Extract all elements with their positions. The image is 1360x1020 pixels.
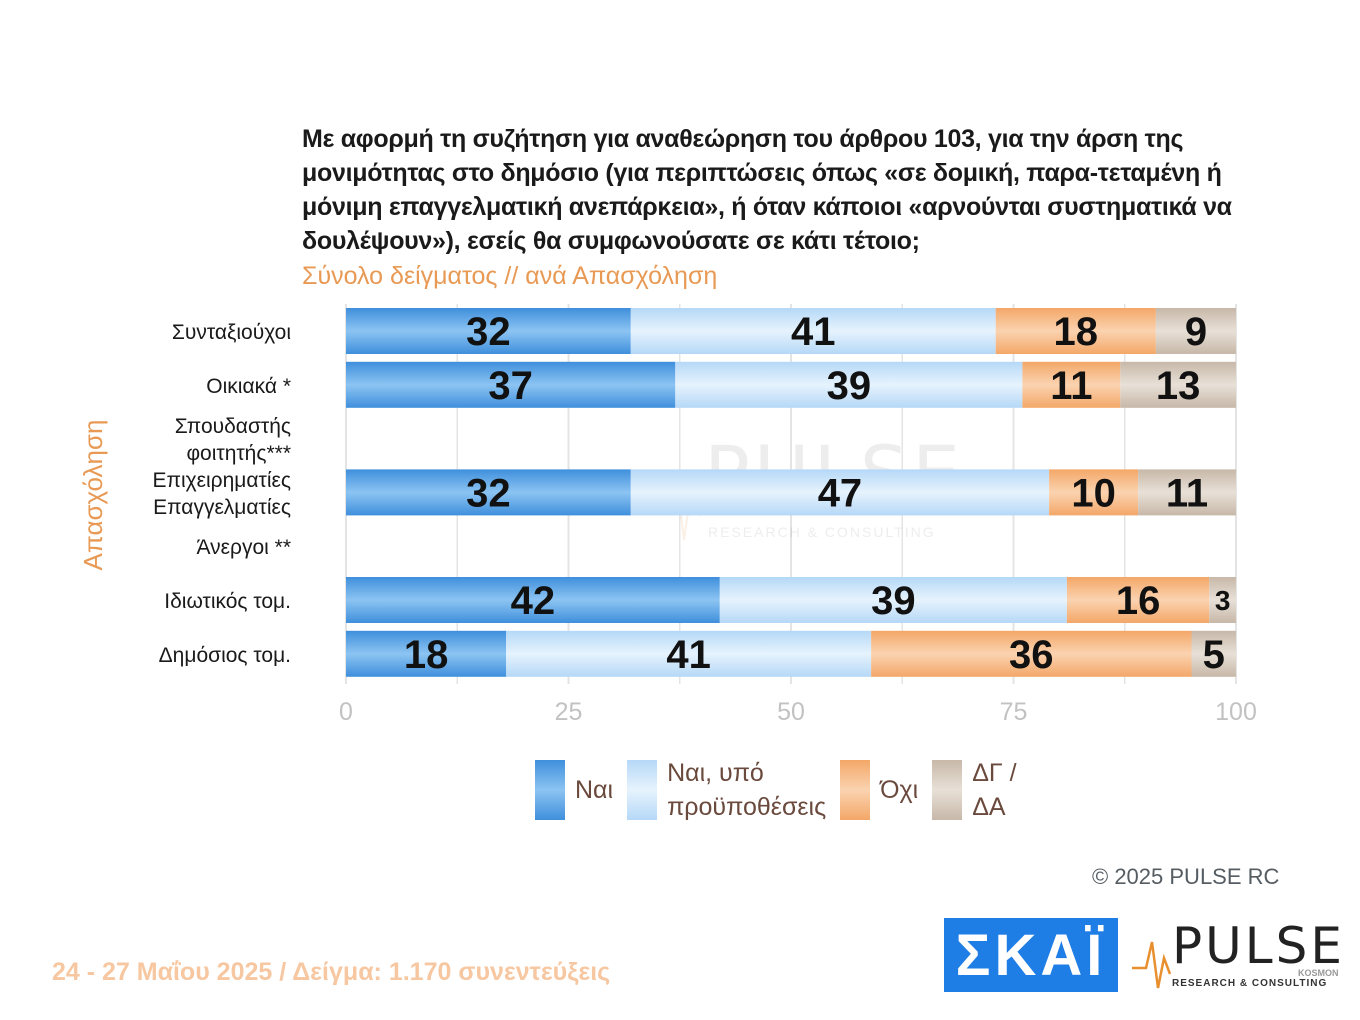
legend-swatch [627, 760, 658, 820]
pulse-logo-tagline: RESEARCH & CONSULTING [1172, 978, 1328, 989]
bar-value-label: 32 [466, 310, 511, 354]
bar-value-label: 41 [791, 310, 836, 354]
legend-label: Ναι [575, 776, 614, 804]
category-label: Επαγγελματίες [153, 496, 291, 519]
legend-label: Όχι [880, 776, 919, 804]
category-label: Άνεργοι ** [197, 536, 291, 559]
chart-bars [346, 308, 1236, 677]
bar-value-label: 11 [1050, 364, 1092, 408]
pulse-logo-kosmon: KOSMON [1298, 968, 1339, 978]
legend-item: ΔΓ / ΔΑ [932, 756, 1017, 824]
chart-value-labels: 32 41 18 9 37 39 11 13 32 47 10 11 42 39 16 3 18 41 36 5 [404, 310, 1231, 677]
bar-value-label: 41 [666, 633, 711, 677]
x-tick-label: 100 [1215, 698, 1257, 726]
bar-value-label: 18 [1054, 310, 1099, 354]
bar-segment [1155, 308, 1236, 354]
bar-value-label: 32 [466, 471, 511, 515]
bar-segment [675, 361, 1023, 408]
bar-value-label: 9 [1185, 310, 1207, 354]
x-tick-label: 25 [555, 698, 583, 726]
bar-value-label: 36 [1009, 633, 1054, 677]
category-label: Επιχειρηματίες [152, 469, 291, 492]
watermark-tagline: RESEARCH & CONSULTING [708, 524, 936, 540]
chart-subtitle: Σύνολο δείγματος // ανά Απασχόληση [302, 262, 718, 290]
bar-segment [1138, 469, 1236, 516]
bar-value-label: 13 [1156, 364, 1201, 408]
bar-segment [719, 577, 1067, 623]
bar-value-label: 18 [404, 633, 449, 677]
bar-value-label: 42 [511, 579, 556, 623]
pulse-logo: PULSE KOSMON RESEARCH & CONSULTING [1132, 918, 1342, 994]
bar-segment [346, 469, 631, 516]
category-label: φοιτητής*** [186, 442, 291, 465]
bar-segment [871, 630, 1192, 677]
chart-question-title: Με αφορμή τη συζήτηση για αναθεώρηση του… [302, 125, 1232, 255]
bar-segment [346, 308, 631, 354]
stacked-bar-chart: PULSE RESEARCH & CONSULTING 324118937391… [78, 304, 1257, 726]
bar-segment [630, 308, 996, 354]
legend-item: Ναι [535, 760, 613, 820]
x-tick-label: 75 [1000, 698, 1028, 726]
bar-segment [630, 469, 1050, 516]
category-label: Ιδιωτικός τομ. [164, 590, 291, 613]
bar-value-label: 3 [1215, 585, 1231, 616]
bar-segment [346, 577, 720, 623]
bar-segment [995, 308, 1156, 354]
bar-value-label: 11 [1166, 471, 1208, 515]
bar-segment [506, 630, 872, 677]
chart-x-tick-labels: 0 25 50 75 100 [339, 698, 1257, 726]
legend-item: Όχι [840, 760, 918, 820]
bar-segment [1022, 361, 1121, 408]
x-tick-label: 50 [777, 698, 805, 726]
bar-value-label: 10 [1071, 471, 1116, 515]
legend-label: ΔΓ / ΔΑ [972, 759, 1017, 821]
bar-value-label: 37 [488, 364, 533, 408]
category-label: Συνταξιούχοι [172, 321, 291, 344]
bar-value-label: 47 [818, 471, 863, 515]
bar-value-label: 16 [1116, 579, 1161, 623]
bar-value-label: 39 [871, 579, 916, 623]
bar-value-label: 39 [827, 364, 872, 408]
pulse-heartbeat-icon [1132, 941, 1172, 989]
pulse-logo-word: PULSE [1172, 917, 1345, 975]
category-label: Οικιακά * [206, 375, 291, 398]
skai-logo-text: ΣΚΑΪ [955, 922, 1107, 988]
legend-swatch [932, 760, 963, 820]
bar-segment [1191, 630, 1236, 677]
bar-segment [1049, 469, 1139, 516]
bar-value-label: 5 [1203, 633, 1225, 677]
bar-segment [346, 361, 676, 408]
legend-swatch [535, 760, 565, 820]
legend-item: Ναι, υπό προϋποθέσεις [627, 756, 826, 824]
y-axis-title: Απασχόληση [78, 420, 108, 571]
bar-segment [1120, 361, 1236, 408]
category-label: Σπουδαστής [175, 415, 291, 438]
bar-segment [1209, 577, 1236, 623]
bar-segment [1066, 577, 1210, 623]
x-tick-label: 0 [339, 698, 353, 726]
category-label: Δημόσιος τομ. [159, 644, 291, 667]
survey-footnote: 24 - 27 Μαΐου 2025 / Δείγμα: 1.170 συνεν… [52, 958, 611, 986]
chart-legend: Ναι Ναι, υπό προϋποθέσεις Όχι ΔΓ / ΔΑ [535, 758, 1017, 822]
legend-swatch [840, 760, 871, 820]
bar-segment [346, 630, 507, 677]
legend-label: Ναι, υπό προϋποθέσεις [667, 759, 827, 821]
skai-logo: ΣΚΑΪ [944, 918, 1118, 992]
copyright-text: © 2025 PULSE RC [1092, 864, 1280, 889]
chart-category-labels: Συνταξιούχοι Οικιακά * Σπουδαστής φοιτητής*… [152, 321, 291, 667]
